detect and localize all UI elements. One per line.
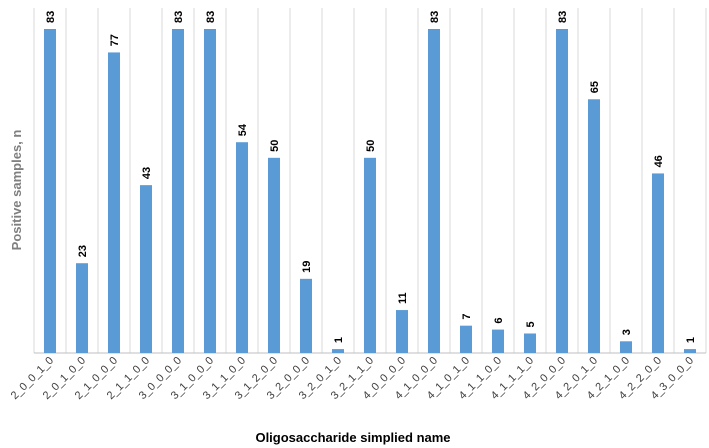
bar-4_2_2_0_0 [652,173,664,353]
bar-3_2_0_0_0 [300,278,312,353]
bar-4_2_1_0_0 [620,341,632,353]
data-label-2_0_1_0_0: 23 [77,245,89,257]
bar-3_2_1_1_0 [364,157,376,353]
data-label-3_2_0_0_0: 19 [301,261,313,273]
bar-4_2_0_1_0 [588,99,600,353]
data-label-4_1_1_1_0: 5 [525,321,537,327]
data-label-4_2_1_0_0: 3 [621,329,633,335]
data-label-4_1_0_1_0: 7 [461,314,473,320]
bar-4_0_0_0_0 [396,310,408,353]
bar-4_3_0_0_0 [684,349,696,353]
data-label-2_1_1_0_0: 43 [141,167,153,179]
bar-3_1_1_0_0 [236,142,248,353]
bar-3_1_0_0_0 [204,29,216,353]
bar-4_2_0_0_0 [556,29,568,353]
data-label-4_0_0_0_0: 11 [397,292,409,304]
bar-2_1_0_0_0 [108,52,120,353]
data-label-4_3_0_0_0: 1 [685,337,697,343]
bar-3_2_0_1_0 [332,349,344,353]
data-label-4_1_0_0_0: 83 [429,11,441,23]
data-label-3_1_0_0_0: 83 [205,11,217,23]
data-label-3_1_2_0_0: 50 [269,140,281,152]
bar-4_1_0_1_0 [460,325,472,353]
x-axis-label: Oligosaccharide simplied name [255,430,450,445]
data-label-2_1_0_0_0: 77 [109,34,121,46]
bar-2_0_1_0_0 [76,263,88,353]
data-label-3_2_1_1_0: 50 [365,140,377,152]
data-label-4_2_0_1_0: 65 [589,81,601,93]
x-tick-labels: 2_0_0_1_02_0_1_0_02_1_0_0_02_1_1_0_03_0_… [9,355,696,402]
bar-4_1_1_1_0 [524,333,536,353]
data-label-4_1_1_0_0: 6 [493,317,505,323]
data-label-3_0_0_0_0: 83 [173,11,185,23]
data-label-4_2_0_0_0: 83 [557,11,569,23]
bar-2_0_0_1_0 [44,29,56,353]
bar-4_1_1_0_0 [492,329,504,353]
data-label-3_1_1_0_0: 54 [237,123,249,136]
data-label-4_2_2_0_0: 46 [653,155,665,167]
bar-2_1_1_0_0 [140,185,152,353]
bar-4_1_0_0_0 [428,29,440,353]
data-label-3_2_0_1_0: 1 [333,337,345,343]
data-label-2_0_0_1_0: 83 [45,11,57,23]
category-gridlines [33,8,707,353]
bar-series [44,29,696,353]
y-axis-label: Positive samples, n [9,130,24,251]
bar-3_1_2_0_0 [268,157,280,353]
bar-3_0_0_0_0 [172,29,184,353]
